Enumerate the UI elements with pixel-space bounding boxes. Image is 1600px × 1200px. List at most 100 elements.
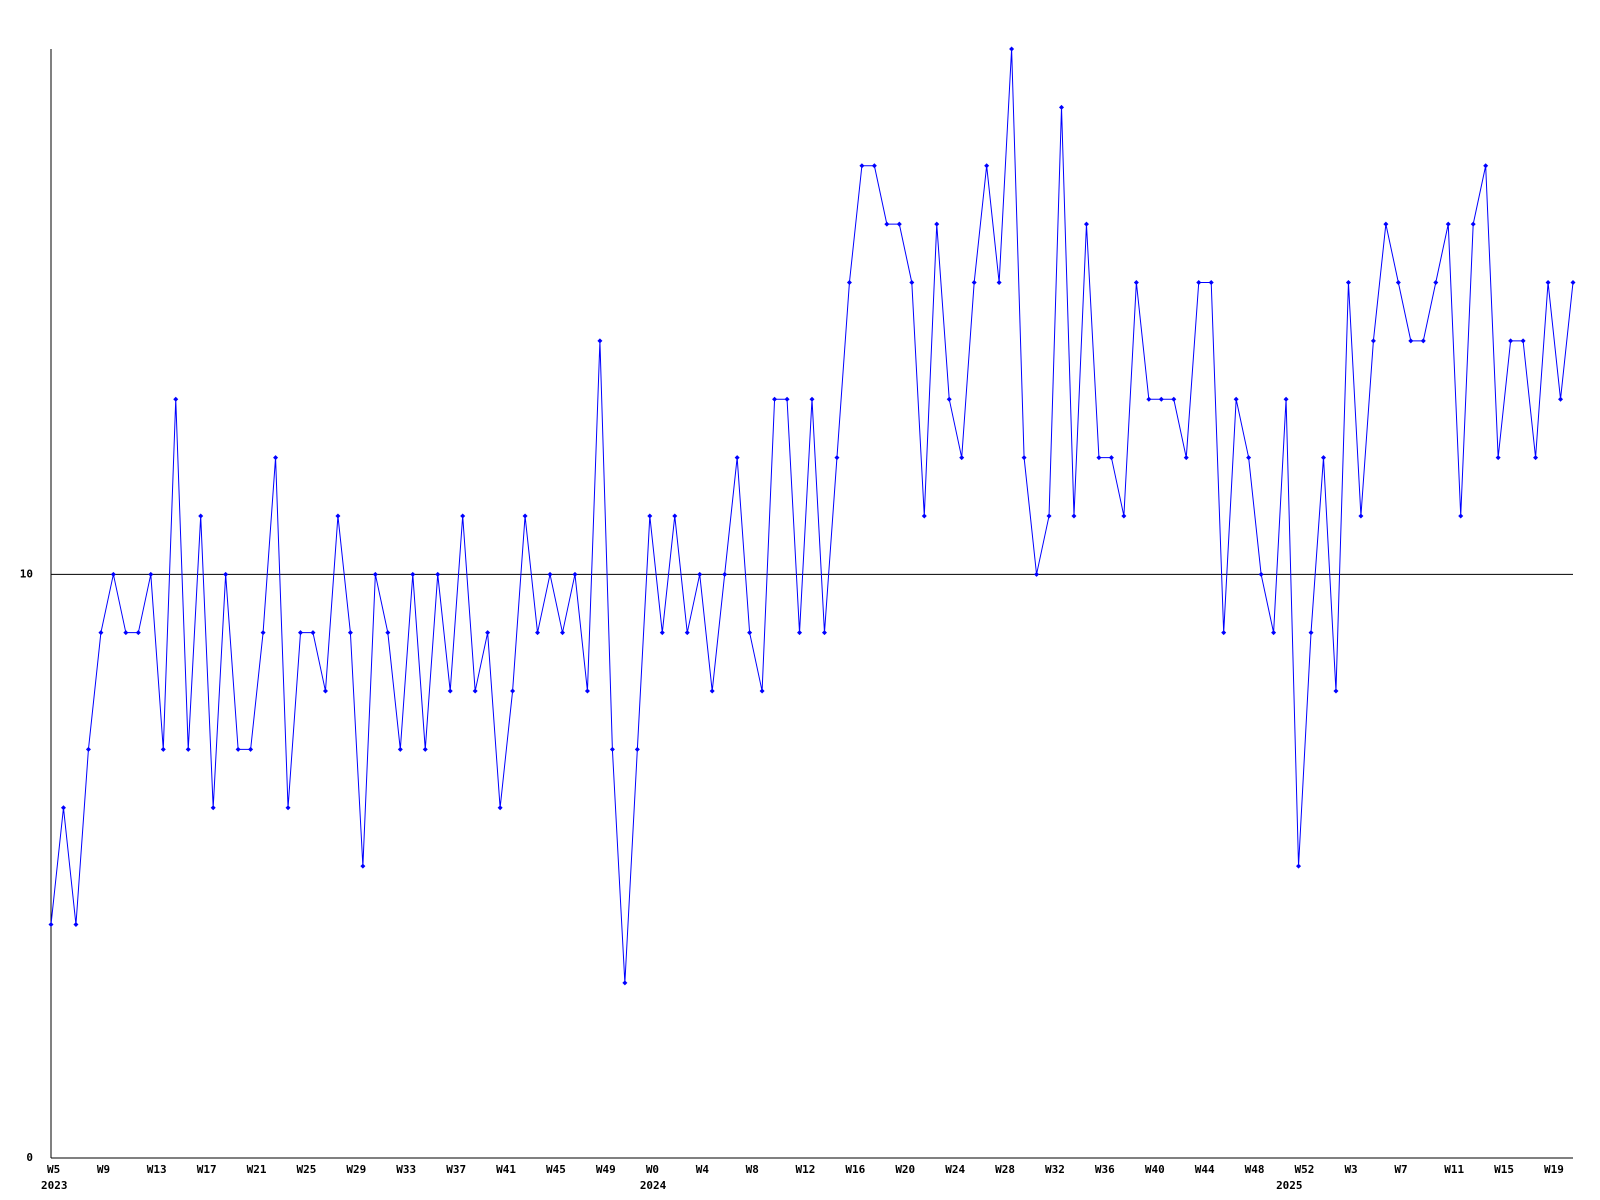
point [747,630,753,636]
point [909,279,915,285]
point [996,279,1002,285]
point [472,688,478,694]
point [1183,455,1189,461]
point [1146,396,1152,402]
point [1320,455,1326,461]
point [123,630,129,636]
point [759,688,765,694]
point [235,746,241,752]
point [684,630,690,636]
point [1558,396,1564,402]
point [360,863,366,869]
point [1458,513,1464,519]
point [198,513,204,519]
point [1096,455,1102,461]
point [98,630,104,636]
point [1071,513,1077,519]
point [335,513,341,519]
point [896,221,902,227]
point [1171,396,1177,402]
point [1383,221,1389,227]
point [535,630,541,636]
point [160,746,166,752]
point [859,163,865,169]
x-tick-label: W25 [297,1163,317,1176]
point [884,221,890,227]
point [1258,571,1264,577]
point [460,513,466,519]
point [1296,863,1302,869]
x-tick-label: W48 [1245,1163,1265,1176]
point [422,746,428,752]
point [622,980,628,986]
x-tick-label: W5 [47,1163,60,1176]
point [410,571,416,577]
point [547,571,553,577]
point [1133,279,1139,285]
point [1196,279,1202,285]
point [1059,104,1065,110]
x-tick-label: W32 [1045,1163,1065,1176]
point [1408,338,1414,344]
y-tick-label: 0 [26,1151,33,1164]
point [1121,513,1127,519]
point [672,513,678,519]
x-tick-label: W45 [546,1163,566,1176]
x-tick-label: W7 [1394,1163,1407,1176]
point [285,805,291,811]
x-tick-label: W29 [346,1163,366,1176]
point [597,338,603,344]
x-tick-label: W0 [646,1163,659,1176]
point [497,805,503,811]
x-tick-label: W40 [1145,1163,1165,1176]
point [310,630,316,636]
point [1570,279,1576,285]
point [1034,571,1040,577]
point [959,455,965,461]
point [510,688,516,694]
point [1445,221,1451,227]
point [385,630,391,636]
point [1046,513,1052,519]
x-tick-label: W4 [696,1163,710,1176]
point [73,922,79,928]
point [1520,338,1526,344]
point [1433,279,1439,285]
point [1271,630,1277,636]
point [1283,396,1289,402]
point [572,571,578,577]
point [223,571,229,577]
point [1358,513,1364,519]
year-label: 2025 [1276,1179,1303,1192]
x-tick-label: W41 [496,1163,516,1176]
point [435,571,441,577]
point [1470,221,1476,227]
point [447,688,453,694]
point [921,513,927,519]
x-tick-label: W12 [796,1163,816,1176]
point [634,746,640,752]
x-tick-label: W13 [147,1163,167,1176]
point [1420,338,1426,344]
x-tick-label: W8 [746,1163,759,1176]
point [797,630,803,636]
point [984,163,990,169]
point [946,396,952,402]
point [1333,688,1339,694]
point [584,688,590,694]
point [185,746,191,752]
point [347,630,353,636]
point [322,688,328,694]
x-tick-label: W11 [1444,1163,1464,1176]
point [971,279,977,285]
point [772,396,778,402]
point [846,279,852,285]
point [722,571,728,577]
x-tick-label: W9 [97,1163,110,1176]
point [734,455,740,461]
point [1345,279,1351,285]
point [1233,396,1239,402]
x-tick-label: W15 [1494,1163,1514,1176]
point [1021,455,1027,461]
